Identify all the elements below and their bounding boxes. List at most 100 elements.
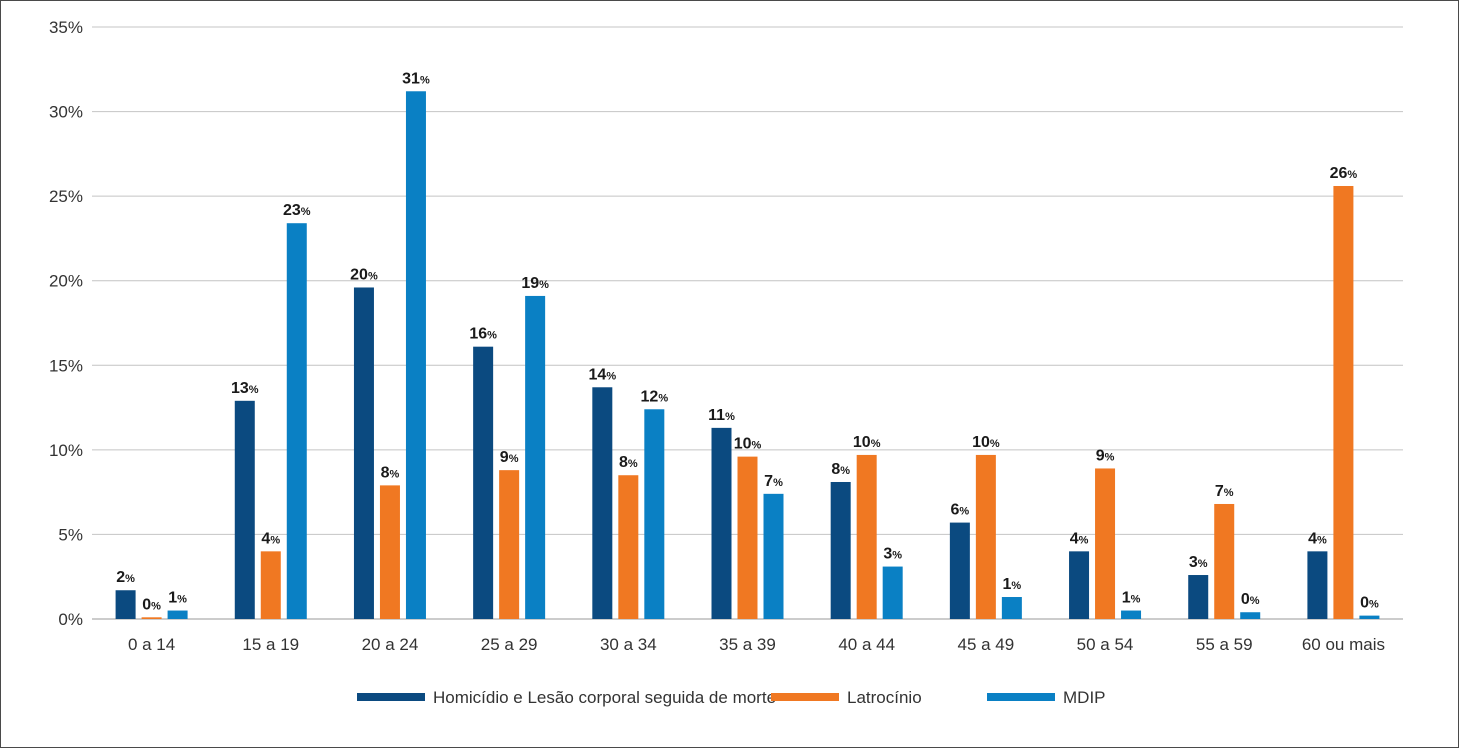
data-label-value: 2 xyxy=(116,569,125,586)
data-label-unit: % xyxy=(270,534,280,546)
data-label-value: 1 xyxy=(168,590,177,607)
x-tick-label: 45 a 49 xyxy=(957,635,1014,654)
y-tick-label: 10% xyxy=(49,441,83,460)
data-label-value: 12 xyxy=(641,388,659,405)
data-label-value: 10 xyxy=(972,434,990,451)
data-label-value: 4 xyxy=(1308,530,1317,547)
data-label-unit: % xyxy=(1250,595,1260,607)
bar xyxy=(379,485,400,619)
bar xyxy=(1333,185,1354,619)
data-label: 8% xyxy=(381,464,400,481)
legend: Homicídio e Lesão corporal seguida de mo… xyxy=(357,688,1106,707)
bar xyxy=(975,454,996,619)
data-label: 0% xyxy=(1241,591,1260,608)
bar xyxy=(737,456,758,619)
data-label-unit: % xyxy=(1011,580,1021,592)
data-label-unit: % xyxy=(1224,487,1234,499)
data-label-value: 26 xyxy=(1330,165,1348,182)
data-label-unit: % xyxy=(177,594,187,606)
data-label-unit: % xyxy=(1198,558,1208,570)
data-label-value: 20 xyxy=(350,266,368,283)
data-label-value: 4 xyxy=(261,530,270,547)
y-tick-label: 0% xyxy=(58,610,83,629)
bar xyxy=(1359,615,1380,619)
data-label-unit: % xyxy=(539,279,549,291)
data-label: 3% xyxy=(883,546,902,563)
data-label-unit: % xyxy=(509,453,519,465)
data-label-value: 31 xyxy=(402,70,420,87)
data-label-value: 13 xyxy=(231,380,249,397)
y-tick-label: 20% xyxy=(49,272,83,291)
data-label-value: 14 xyxy=(589,366,607,383)
bar xyxy=(1307,551,1328,619)
data-label-value: 3 xyxy=(1189,554,1198,571)
y-tick-label: 35% xyxy=(49,18,83,37)
bar xyxy=(167,610,188,619)
x-tick-label: 20 a 24 xyxy=(362,635,419,654)
data-label-unit: % xyxy=(390,468,400,480)
x-tick-label: 60 ou mais xyxy=(1302,635,1385,654)
data-label-value: 1 xyxy=(1122,590,1131,607)
x-tick-label: 25 a 29 xyxy=(481,635,538,654)
bar xyxy=(856,454,877,619)
x-tick-label: 55 a 59 xyxy=(1196,635,1253,654)
data-label-value: 11 xyxy=(708,407,725,424)
data-label-unit: % xyxy=(151,600,161,612)
bar xyxy=(1188,575,1209,619)
data-label-unit: % xyxy=(606,370,616,382)
bar xyxy=(763,493,784,619)
bar xyxy=(405,91,426,619)
data-label-value: 4 xyxy=(1070,530,1079,547)
data-label: 3% xyxy=(1189,554,1208,571)
data-label: 10% xyxy=(972,434,1000,451)
data-label-unit: % xyxy=(368,270,378,282)
bar xyxy=(644,409,665,619)
bar xyxy=(234,400,255,619)
data-label-value: 8 xyxy=(831,461,840,478)
data-label-value: 0 xyxy=(1360,595,1369,612)
data-label-value: 0 xyxy=(142,596,151,613)
data-label: 19% xyxy=(521,275,549,292)
bar xyxy=(1240,612,1261,619)
data-label: 1% xyxy=(168,590,187,607)
data-label: 4% xyxy=(261,530,280,547)
data-label: 20% xyxy=(350,266,378,283)
bar xyxy=(1095,468,1116,619)
bar xyxy=(115,590,136,619)
data-label: 14% xyxy=(589,366,617,383)
data-label: 4% xyxy=(1308,530,1327,547)
bar xyxy=(260,551,281,619)
x-axis: 0 a 14 15 a 19 20 a 24 25 a 29 30 a 34 35 a 3… xyxy=(128,635,1385,654)
data-label: 7% xyxy=(764,473,783,490)
bar xyxy=(830,481,851,619)
data-label-unit: % xyxy=(1317,534,1327,546)
data-label: 11% xyxy=(708,407,735,424)
x-tick-label: 15 a 19 xyxy=(242,635,299,654)
data-label-value: 19 xyxy=(521,275,539,292)
data-label-value: 8 xyxy=(619,454,628,471)
bar xyxy=(499,470,520,619)
data-label-unit: % xyxy=(752,440,762,452)
gridlines xyxy=(92,26,1403,620)
data-label-unit: % xyxy=(125,573,135,585)
data-label-unit: % xyxy=(840,465,850,477)
bar xyxy=(711,427,732,619)
data-label: 2% xyxy=(116,569,135,586)
y-axis: 0% 5% 10% 15% 20% 25% 30% 35% xyxy=(49,18,83,629)
bar xyxy=(1214,503,1235,619)
bar xyxy=(473,346,494,619)
data-label-unit: % xyxy=(628,458,638,470)
data-label: 7% xyxy=(1215,483,1234,500)
bar xyxy=(882,566,903,619)
bar xyxy=(1001,597,1022,619)
data-label-value: 23 xyxy=(283,202,301,219)
data-label: 10% xyxy=(853,434,881,451)
data-label-unit: % xyxy=(1347,169,1357,181)
data-label-unit: % xyxy=(959,506,969,518)
bar xyxy=(1121,610,1142,619)
legend-swatch xyxy=(357,693,425,701)
bar xyxy=(1069,551,1090,619)
legend-label: Homicídio e Lesão corporal seguida de mo… xyxy=(433,688,776,707)
data-label: 12% xyxy=(641,388,669,405)
data-label-unit: % xyxy=(1131,594,1141,606)
